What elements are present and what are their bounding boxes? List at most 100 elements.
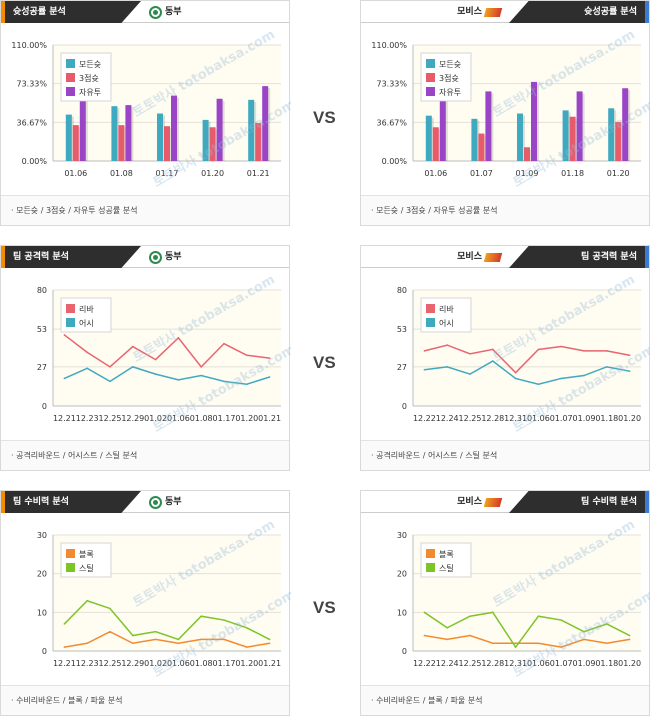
data-point (469, 353, 471, 355)
x-tick-label: 12.21 (53, 659, 76, 668)
data-point (200, 366, 202, 368)
panel-title: 팀 공격력 분석 (509, 246, 649, 268)
bar-shadow (477, 120, 480, 161)
team-name-label: 동부 (165, 252, 182, 262)
data-point (246, 646, 248, 648)
x-tick-label: 12.31 (504, 659, 527, 668)
panel-header: 팀 공격력 분석 모비스 (361, 246, 649, 268)
x-tick-label: 01.06 (167, 414, 190, 423)
x-tick-label: 01.18 (595, 659, 618, 668)
y-tick-label: 10 (37, 608, 47, 617)
y-tick-label: 36.67% (16, 118, 47, 127)
chart-panel-p2: 슛성공률 분석 모비스 0.00% 36.67% 73.33% 110.00% 01.06 0… (360, 0, 650, 226)
legend-swatch (426, 563, 435, 572)
data-point (109, 380, 111, 383)
x-tick-label: 01.20 (201, 169, 224, 178)
bar-shadow (438, 129, 441, 161)
bar (425, 115, 432, 161)
mobis-logo-icon (483, 252, 503, 262)
x-tick-label: 12.31 (504, 414, 527, 423)
team-name: 동부 (149, 246, 182, 268)
legend-label: 리바 (79, 304, 94, 314)
data-point (86, 599, 88, 602)
bar (118, 125, 125, 161)
data-point (469, 615, 471, 617)
data-point (560, 646, 562, 648)
x-tick-label: 12.25 (459, 414, 482, 423)
data-point (514, 377, 517, 380)
legend-label: 리바 (439, 304, 454, 314)
series-line (423, 611, 630, 649)
chart-panel-p3: 팀 공격력 분석 동부 0 27 53 80 12.21 12.23 12.25 12.29 01.… (0, 245, 291, 471)
data-point (109, 607, 111, 610)
legend-swatch (426, 549, 435, 558)
dongbu-logo-icon (149, 250, 162, 264)
panel-header: 슛성공률 분석 동부 (1, 1, 289, 23)
data-point (446, 344, 448, 346)
panel-footer: · 수비리바운드 / 블록 / 파울 분석 (361, 685, 649, 715)
bar (569, 116, 576, 161)
data-point (223, 380, 225, 383)
bar-shadow (177, 97, 179, 161)
vs-label: VS (313, 108, 336, 127)
data-point (537, 383, 540, 386)
bar (608, 108, 615, 161)
data-point (132, 345, 134, 348)
data-point (492, 642, 494, 645)
x-tick-label: 12.29 (121, 414, 144, 423)
legend-label: 블록 (79, 549, 94, 559)
x-tick-label: 01.06 (167, 659, 190, 668)
panel-title: 슛성공률 분석 (509, 1, 649, 23)
bar (478, 133, 485, 161)
bar (524, 147, 530, 161)
data-point (537, 615, 540, 617)
data-point (469, 634, 471, 637)
bar (79, 94, 86, 161)
x-tick-label: 01.02 (144, 414, 167, 423)
bar (164, 126, 170, 161)
legend-swatch (426, 87, 435, 96)
y-tick-label: 20 (37, 570, 47, 579)
data-point (560, 377, 562, 380)
data-point (268, 638, 271, 641)
x-tick-label: 01.17 (213, 414, 236, 423)
bar (622, 88, 629, 161)
series-line (424, 344, 630, 374)
bar (157, 113, 163, 161)
legend-label: 블록 (439, 549, 454, 559)
x-tick-label: 01.02 (144, 659, 167, 668)
chart-panel-p4: 팀 공격력 분석 모비스 0 27 53 80 12.22 12.24 12.25 12.28 12… (360, 245, 650, 471)
y-tick-label: 53 (397, 325, 407, 334)
x-tick-label: 12.24 (436, 414, 459, 423)
x-tick-label: 01.17 (156, 169, 179, 178)
x-tick-label: 12.23 (76, 414, 99, 423)
series-line (424, 360, 630, 386)
x-tick-label: 12.23 (76, 659, 99, 668)
data-point (606, 642, 608, 645)
data-point (492, 360, 494, 362)
bar (485, 91, 492, 161)
data-point (537, 642, 540, 645)
bar (125, 105, 132, 161)
legend-swatch (66, 304, 75, 313)
bar (202, 119, 209, 161)
x-tick-label: 01.07 (550, 414, 573, 423)
data-point (177, 379, 180, 381)
team-name-label: 모비스 (457, 497, 482, 507)
data-point (514, 646, 517, 648)
y-tick-label: 0 (42, 647, 47, 656)
data-point (492, 611, 494, 614)
series-line (424, 634, 630, 648)
y-tick-label: 0.00% (382, 157, 408, 166)
data-point (268, 642, 271, 645)
legend-swatch (426, 304, 435, 313)
y-tick-label: 110.00% (371, 41, 407, 50)
data-point (63, 646, 66, 648)
x-tick-label: 01.06 (527, 414, 550, 423)
x-tick-label: 01.06 (424, 169, 447, 178)
y-tick-label: 73.33% (376, 80, 407, 89)
bar (209, 127, 216, 161)
